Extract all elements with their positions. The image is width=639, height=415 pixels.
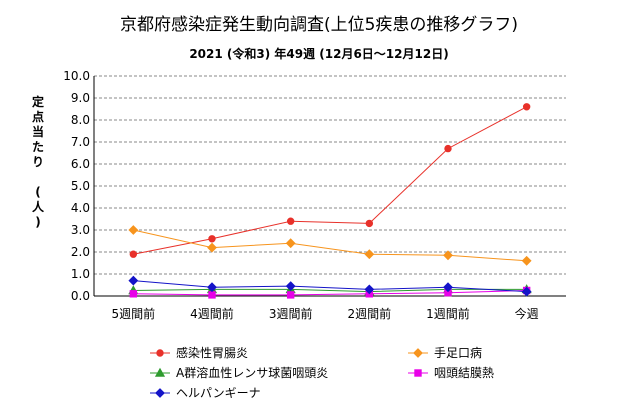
data-point xyxy=(443,250,453,261)
legend-label: ヘルパンギーナ xyxy=(176,386,261,400)
series-line xyxy=(133,106,527,255)
gridlines xyxy=(93,75,566,297)
data-point xyxy=(128,275,139,286)
x-tick-label: 1週間前 xyxy=(426,306,470,321)
y-axis-label-char: ) xyxy=(35,215,40,229)
y-tick-label: 7.0 xyxy=(71,135,90,149)
legend-label: 手足口病 xyxy=(434,345,482,360)
legend-label: 咽頭結膜熱 xyxy=(434,366,494,380)
data-point xyxy=(521,255,532,266)
legend-item: 感染性胃腸炎 xyxy=(150,345,248,360)
data-point xyxy=(285,238,296,249)
data-point xyxy=(207,242,217,253)
y-tick-label: 0.0 xyxy=(71,289,90,303)
series-line xyxy=(133,290,527,296)
x-tick-label: 3週間前 xyxy=(269,306,313,321)
y-axis-label-char: り xyxy=(32,155,44,169)
data-point xyxy=(208,235,216,243)
y-tick-label: 3.0 xyxy=(71,223,90,237)
data-point xyxy=(521,286,532,297)
series-line xyxy=(133,229,527,262)
data-point xyxy=(444,144,452,153)
series xyxy=(128,225,532,266)
data-point xyxy=(364,249,375,260)
x-tick-label: 4週間前 xyxy=(190,306,234,321)
y-axis-label-char: ( xyxy=(35,185,40,199)
legend-item: ヘルパンギーナ xyxy=(150,386,261,400)
data-point xyxy=(128,225,139,235)
legend-marker xyxy=(414,369,422,377)
series xyxy=(129,103,531,258)
y-axis-label-char: 人 xyxy=(32,199,45,214)
data-point xyxy=(129,290,138,298)
y-tick-label: 6.0 xyxy=(71,157,90,171)
y-axis-label-char: 点 xyxy=(32,109,44,124)
chart-title: 京都府感染症発生動向調査(上位5疾患の推移グラフ) xyxy=(120,15,518,35)
legend-marker xyxy=(155,388,165,398)
data-point xyxy=(443,282,453,293)
y-tick-labels: 0.0 1.0 2.0 3.0 4.0 5.0 6.0 7.0 8.0 9.0 10.0 xyxy=(63,69,90,303)
series-line xyxy=(133,280,527,293)
series-lines xyxy=(128,103,532,299)
y-tick-label: 10.0 xyxy=(63,69,90,83)
legend-item: 手足口病 xyxy=(408,345,482,360)
y-axis-label-char: た xyxy=(32,140,44,154)
series xyxy=(128,284,532,296)
data-point xyxy=(208,291,216,299)
y-axis-label-char: 定 xyxy=(32,94,44,109)
legend-item: 咽頭結膜熱 xyxy=(408,366,494,380)
y-tick-label: 2.0 xyxy=(71,245,90,259)
legend-item: A群溶血性レンサ球菌咽頭炎 xyxy=(150,365,328,380)
x-tick-label: 今週 xyxy=(515,306,539,321)
data-point xyxy=(364,284,375,295)
y-tick-label: 8.0 xyxy=(71,113,90,127)
data-point xyxy=(129,250,138,258)
y-tick-label: 1.0 xyxy=(71,267,90,281)
legend-marker xyxy=(413,348,423,358)
series xyxy=(128,275,532,297)
x-tick-label: 5週間前 xyxy=(112,306,156,321)
y-tick-label: 4.0 xyxy=(71,201,90,215)
data-point xyxy=(286,291,295,299)
data-point xyxy=(286,217,295,225)
series-line xyxy=(133,288,527,293)
x-tick-labels: 5週間前 4週間前 3週間前 2週間前 1週間前 今週 xyxy=(112,306,539,321)
data-point xyxy=(365,219,374,228)
y-tick-label: 9.0 xyxy=(71,91,90,105)
legend-marker xyxy=(156,349,164,357)
legend-label: 感染性胃腸炎 xyxy=(176,345,248,360)
chart-subtitle: 2021 (令和3) 年49週 (12月6日～12月12日) xyxy=(189,46,448,61)
legend-marker xyxy=(154,367,166,377)
data-point xyxy=(285,281,296,292)
legend-label: A群溶血性レンサ球菌咽頭炎 xyxy=(176,365,328,380)
data-point xyxy=(522,103,531,111)
y-tick-label: 5.0 xyxy=(71,179,90,193)
y-axis-label-char: 当 xyxy=(32,124,44,139)
x-tick-label: 2週間前 xyxy=(348,306,392,321)
data-point xyxy=(207,282,217,293)
